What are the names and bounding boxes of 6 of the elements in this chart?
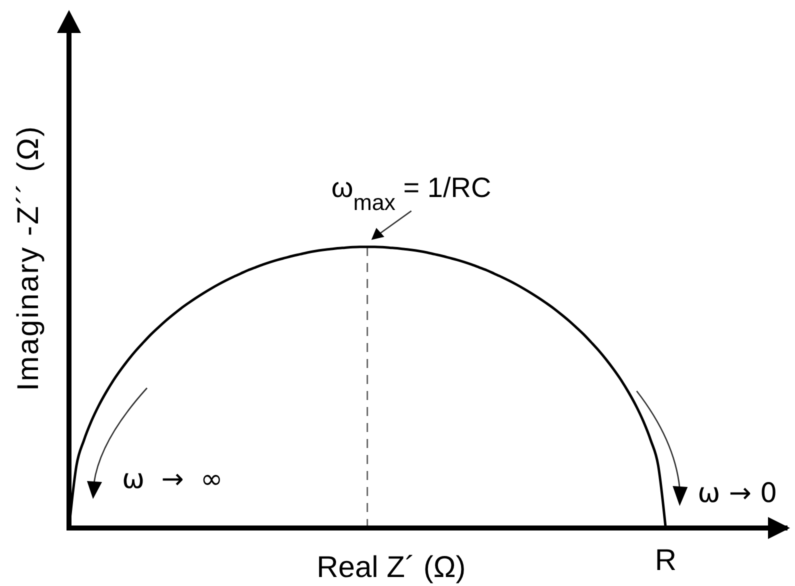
y-axis-title: Imaginary -Z´´ (Ω) xyxy=(12,124,45,392)
annotation: ω → ∞ xyxy=(122,464,227,495)
text: R xyxy=(654,544,677,577)
annotation: ω$_{max}$ = 1/RC xyxy=(331,172,492,214)
annotation: ω → 0 xyxy=(698,478,778,509)
x-axis-title: Real Z´ (Ω) xyxy=(316,551,466,584)
